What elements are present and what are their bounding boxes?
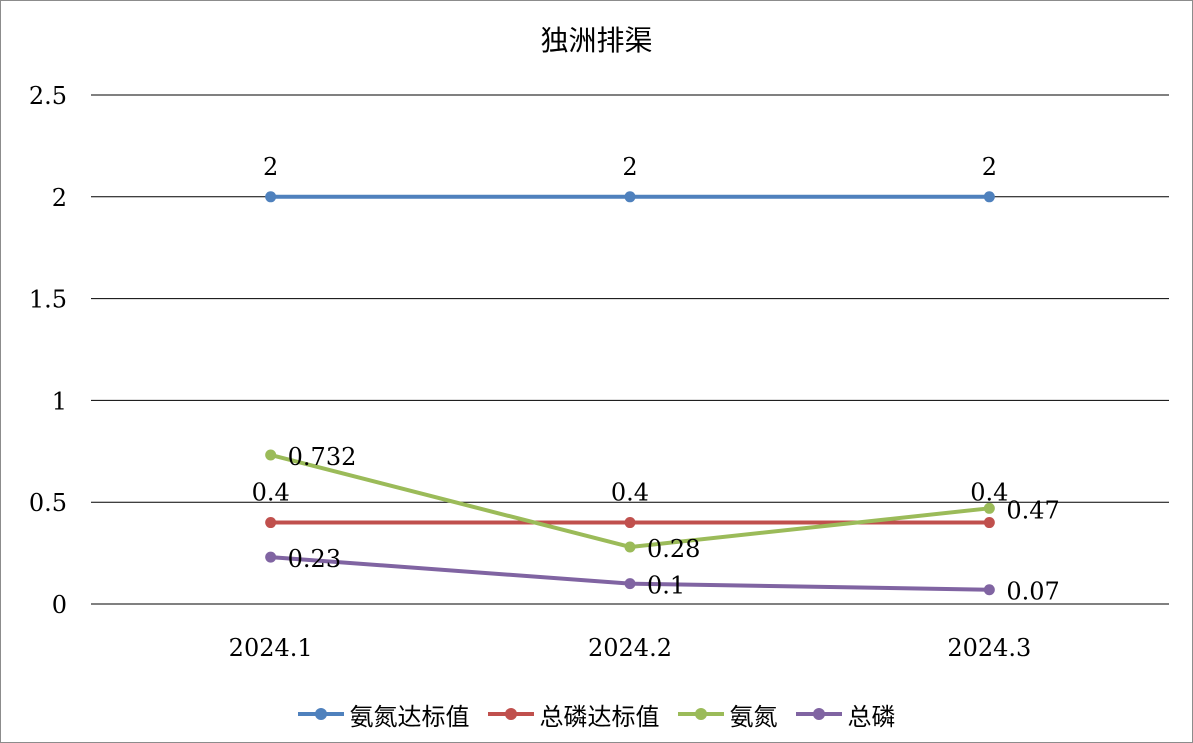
data-point bbox=[265, 449, 277, 461]
y-tick-label: 2.5 bbox=[29, 82, 67, 110]
data-point bbox=[265, 191, 277, 203]
legend-label: 氨氮 bbox=[729, 702, 778, 731]
data-point bbox=[983, 584, 995, 596]
legend-label: 氨氮达标值 bbox=[349, 702, 470, 731]
data-point bbox=[624, 541, 636, 553]
legend-swatch bbox=[677, 704, 724, 724]
y-tick-label: 0.5 bbox=[29, 489, 67, 517]
data-label: 2 bbox=[622, 153, 637, 181]
y-tick-label: 1 bbox=[52, 387, 67, 415]
data-label: 0.23 bbox=[288, 545, 341, 573]
legend-item: 总磷达标值 bbox=[487, 697, 660, 732]
data-label: 0.28 bbox=[647, 535, 700, 563]
data-point bbox=[265, 517, 277, 529]
data-label: 0.732 bbox=[288, 443, 357, 471]
legend-item: 总磷 bbox=[795, 697, 896, 732]
data-label: 2 bbox=[263, 153, 278, 181]
chart-title: 独洲排渠 bbox=[540, 24, 653, 57]
y-tick-label: 2 bbox=[52, 184, 67, 212]
x-tick-label: 2024.2 bbox=[588, 634, 672, 662]
legend-item: 氨氮达标值 bbox=[297, 697, 470, 732]
data-point bbox=[265, 551, 277, 563]
legend-swatch bbox=[297, 704, 344, 724]
data-label: 0.4 bbox=[611, 479, 649, 507]
data-label: 0.4 bbox=[970, 479, 1008, 507]
chart-legend: 氨氮达标值 总磷达标值 氨氮 总磷 bbox=[1, 694, 1192, 734]
legend-swatch bbox=[795, 704, 842, 724]
legend-swatch bbox=[487, 704, 534, 724]
legend-label: 总磷 bbox=[847, 702, 896, 731]
data-point bbox=[624, 517, 636, 529]
y-tick-label: 0 bbox=[52, 591, 67, 619]
data-label: 0.07 bbox=[1006, 578, 1059, 606]
data-point bbox=[983, 502, 995, 514]
data-point bbox=[624, 191, 636, 203]
data-label: 0.4 bbox=[252, 479, 290, 507]
data-label: 2 bbox=[982, 153, 997, 181]
data-point bbox=[983, 191, 995, 203]
data-label: 0.1 bbox=[647, 572, 685, 600]
x-tick-label: 2024.3 bbox=[947, 634, 1031, 662]
x-tick-label: 2024.1 bbox=[229, 634, 313, 662]
legend-label: 总磷达标值 bbox=[539, 702, 660, 731]
data-point bbox=[983, 517, 995, 529]
legend-item: 氨氮 bbox=[677, 697, 778, 732]
y-tick-label: 1.5 bbox=[29, 286, 67, 314]
data-point bbox=[624, 578, 636, 590]
data-label: 0.47 bbox=[1006, 496, 1059, 524]
